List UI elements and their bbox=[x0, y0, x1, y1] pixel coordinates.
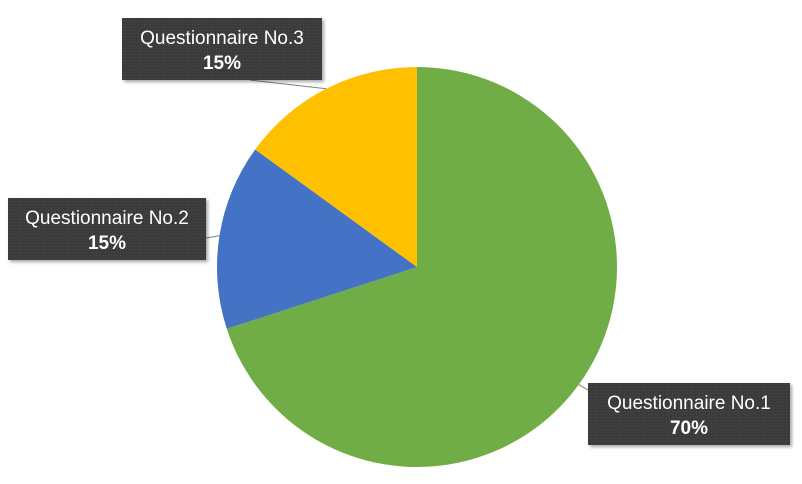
pie-slices bbox=[217, 67, 617, 467]
slice-category-label: Questionnaire No.2 bbox=[25, 208, 189, 229]
slice-category-label: Questionnaire No.1 bbox=[607, 393, 771, 414]
pie-slice-2 bbox=[217, 149, 417, 329]
leader-line-1 bbox=[578, 384, 589, 391]
slice-percent-label: 15% bbox=[88, 233, 126, 254]
data-label-1: Questionnaire No.1 70% bbox=[588, 383, 790, 445]
data-label-3: Questionnaire No.3 15% bbox=[122, 18, 322, 80]
pie-slice-1 bbox=[226, 67, 617, 467]
data-label-box bbox=[122, 18, 322, 80]
data-label-box bbox=[8, 198, 206, 260]
leader-lines bbox=[205, 79, 589, 391]
pie-slice-3 bbox=[255, 67, 417, 267]
data-label-callouts: Questionnaire No.1 70% Questionnaire No.2 1… bbox=[8, 18, 790, 445]
data-label-box bbox=[588, 383, 790, 445]
leader-line-3 bbox=[249, 79, 327, 90]
slice-percent-label: 70% bbox=[670, 418, 708, 439]
slice-percent-label: 15% bbox=[203, 53, 241, 74]
data-label-2: Questionnaire No.2 15% bbox=[8, 198, 206, 260]
slice-category-label: Questionnaire No.3 bbox=[140, 28, 304, 49]
leader-line-2 bbox=[205, 235, 220, 239]
